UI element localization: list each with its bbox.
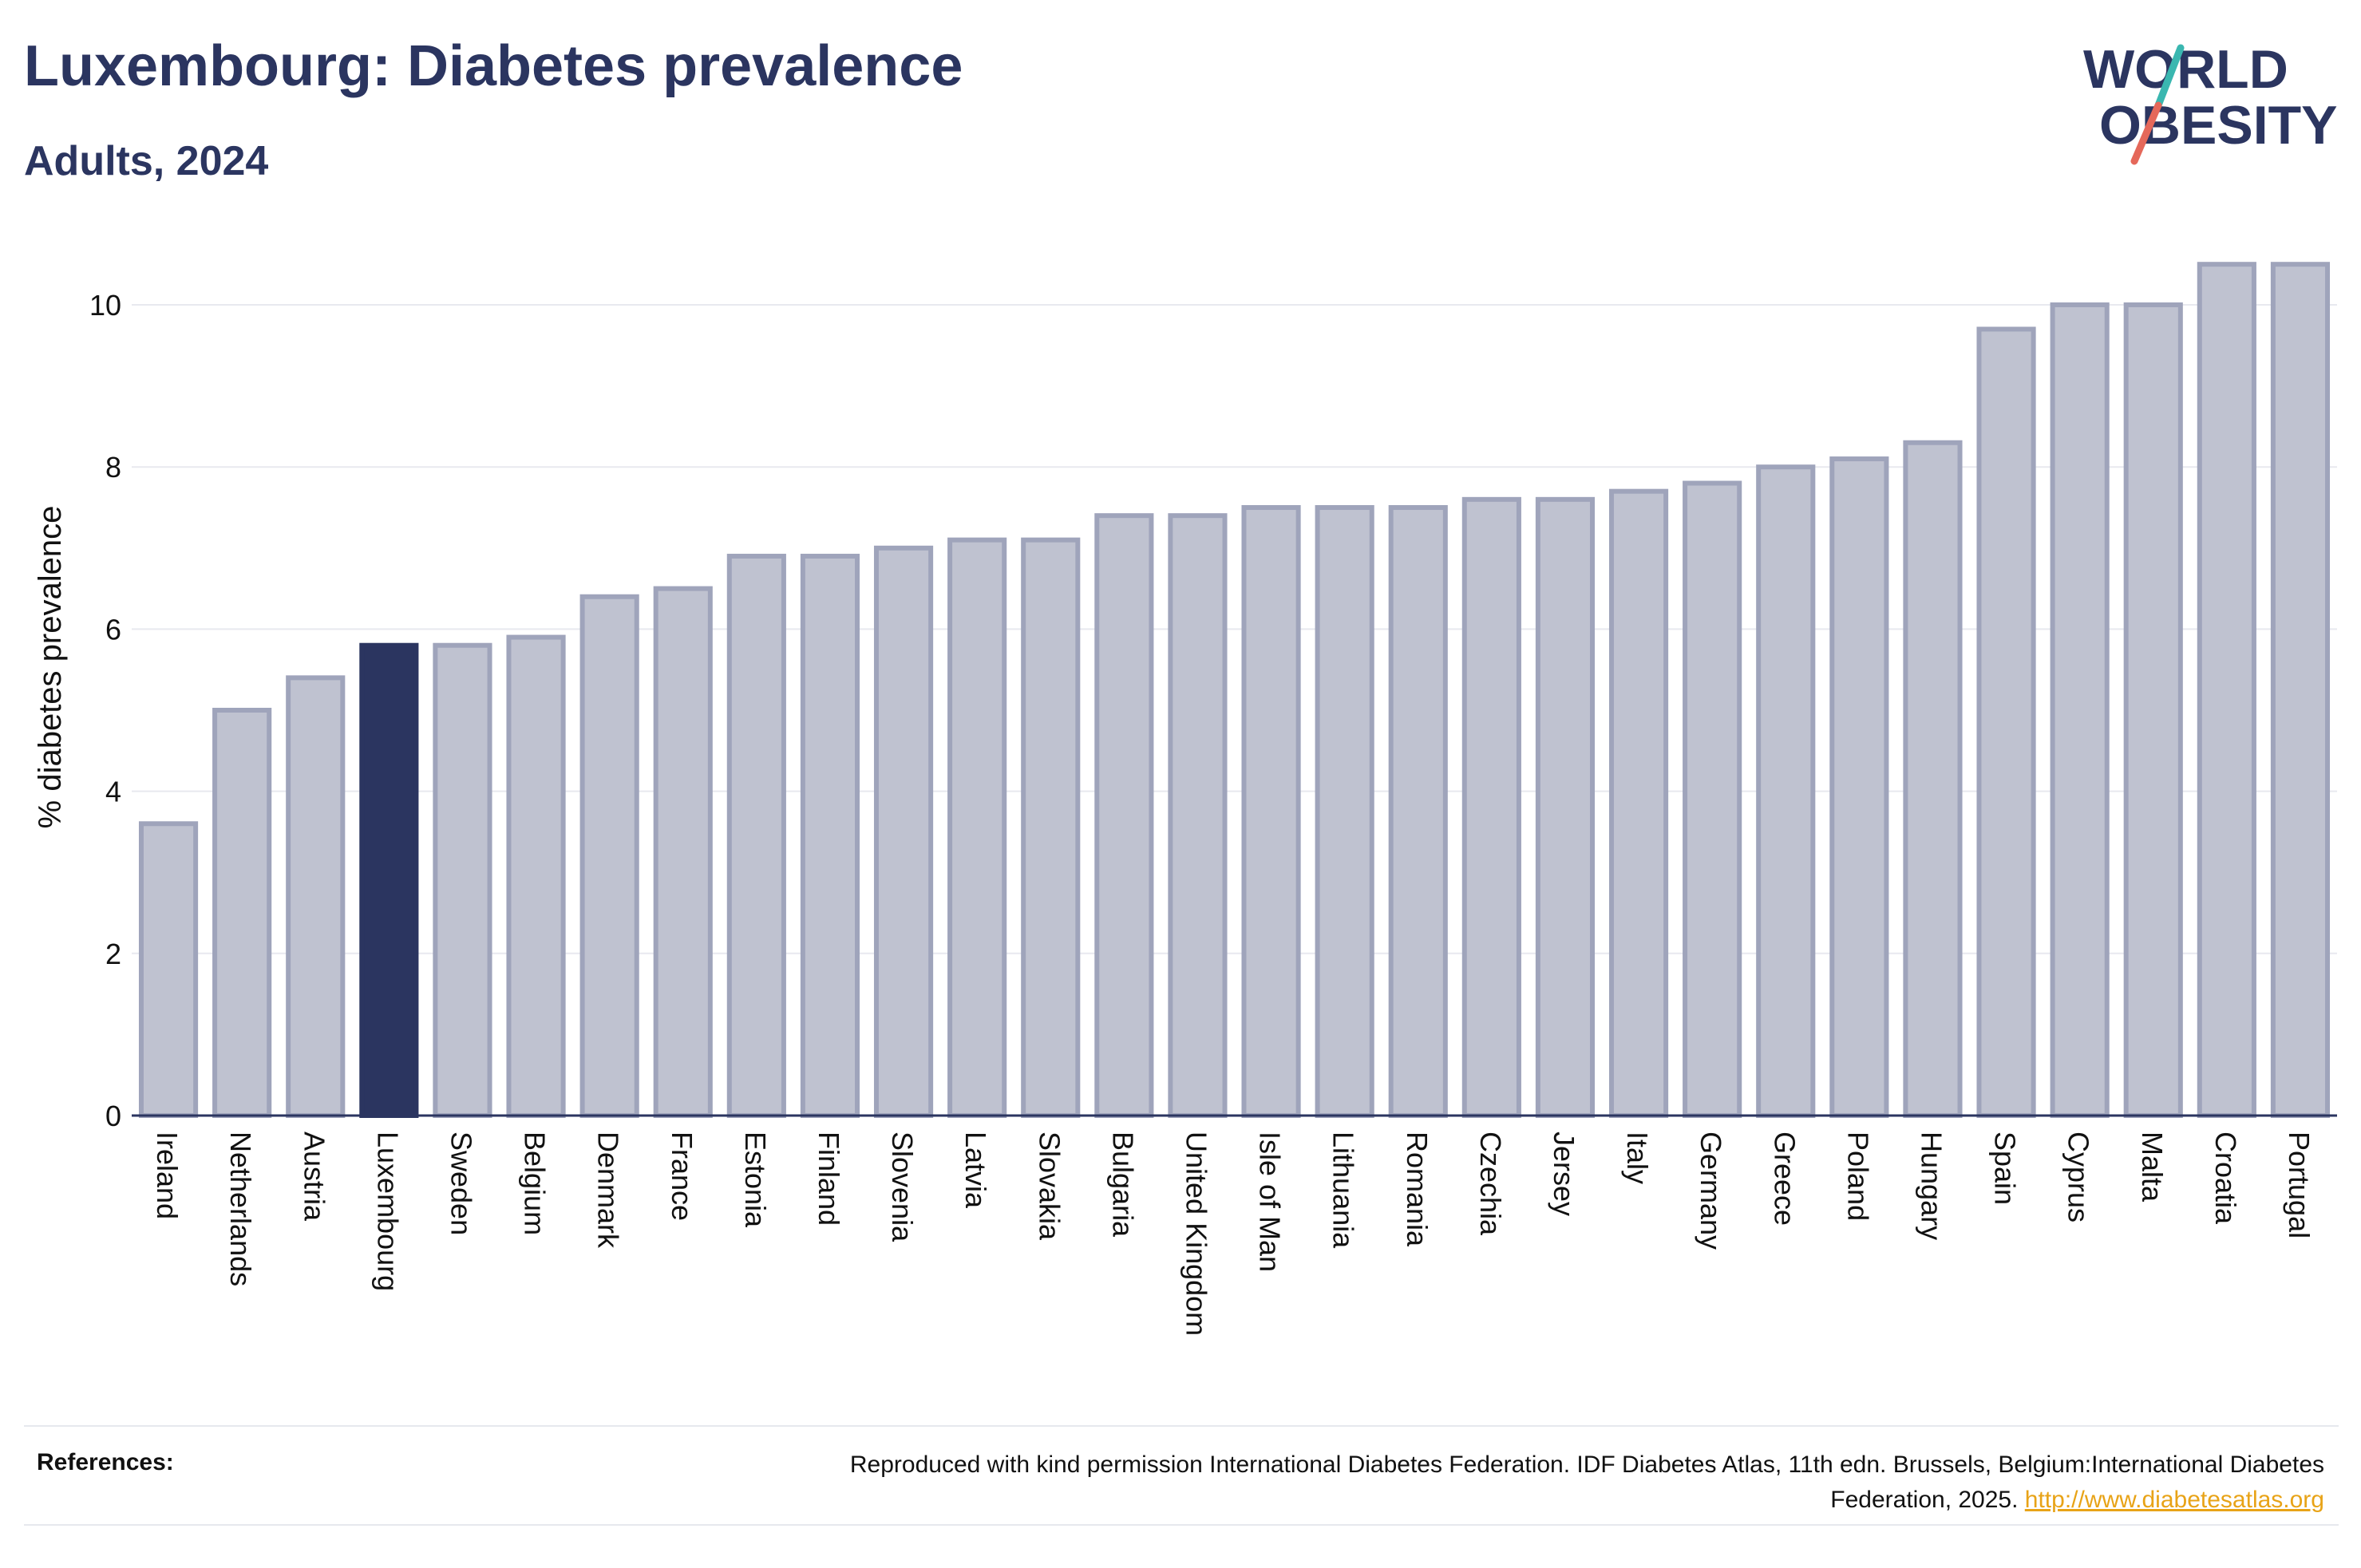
y-tick-label: 4 [105, 776, 121, 808]
x-tick-label: Italy [1621, 1132, 1654, 1184]
x-tick-label: Austria [298, 1132, 330, 1222]
bar-luxembourg [359, 642, 419, 1118]
logo-text-world: WORLD [2083, 39, 2288, 100]
x-tick-label: Romania [1401, 1132, 1434, 1247]
references-text: Reproduced with kind permission Internat… [728, 1448, 2324, 1518]
bar-bulgaria [1094, 513, 1154, 1118]
y-tick-label: 8 [105, 451, 121, 484]
bar-ireland [138, 821, 199, 1118]
x-tick-label: United Kingdom [1180, 1132, 1212, 1336]
x-tick-label: Czechia [1474, 1132, 1507, 1236]
gridlines [132, 304, 2337, 954]
bar-greece [1756, 464, 1816, 1118]
bar-malta [2123, 302, 2183, 1118]
x-tick-label: Cyprus [2062, 1132, 2095, 1222]
bars [138, 262, 2331, 1119]
bar-isle-of-man [1241, 505, 1301, 1118]
x-tick-label: Malta [2136, 1132, 2169, 1203]
bar-germany [1683, 480, 1742, 1118]
bar-slovenia [873, 545, 934, 1118]
y-axis-ticks: 0 2 4 6 8 10 [89, 289, 121, 1132]
x-tick-label: Finland [813, 1132, 845, 1226]
chart-title: Luxembourg: Diabetes prevalence [24, 34, 963, 98]
references-top-divider [24, 1425, 2339, 1427]
x-tick-label: Sweden [445, 1132, 477, 1235]
y-tick-label: 0 [105, 1100, 121, 1132]
y-tick-label: 6 [105, 613, 121, 646]
x-tick-label: Bulgaria [1106, 1132, 1139, 1238]
x-tick-label: Lithuania [1327, 1132, 1360, 1249]
bar-spain [1976, 326, 2036, 1119]
x-tick-label: Slovakia [1033, 1132, 1066, 1241]
y-axis-label: % diabetes prevalence [33, 506, 68, 829]
y-tick-label: 10 [89, 289, 121, 322]
references-bottom-divider [24, 1524, 2339, 1526]
bar-jersey [1535, 496, 1596, 1118]
references-label: References: [37, 1449, 174, 1475]
y-tick-label: 2 [105, 938, 121, 970]
chart-subtitle: Adults, 2024 [24, 138, 269, 184]
logo-slash-teal [2154, 44, 2185, 109]
bar-estonia [726, 553, 786, 1118]
references-link[interactable]: http://www.diabetesatlas.org [2024, 1487, 2324, 1513]
bar-romania [1388, 505, 1448, 1118]
x-tick-label: Croatia [2209, 1132, 2242, 1225]
references-citation: Reproduced with kind permission Internat… [849, 1451, 2324, 1513]
x-tick-label: Denmark [592, 1132, 625, 1249]
x-tick-label: Estonia [739, 1132, 772, 1228]
bar-france [653, 586, 713, 1118]
x-tick-label: Luxembourg [371, 1132, 404, 1291]
bar-netherlands [212, 708, 272, 1118]
logo-slash-red [2130, 101, 2162, 165]
bar-hungary [1903, 440, 1963, 1118]
x-tick-label: Germany [1695, 1132, 1727, 1250]
bar-italy [1608, 488, 1669, 1118]
bar-finland [800, 553, 860, 1118]
bar-denmark [579, 594, 639, 1118]
bar-czechia [1461, 496, 1521, 1118]
x-axis-ticks: Ireland Netherlands Austria Luxembourg Swede… [151, 1132, 2316, 1336]
x-tick-label: France [666, 1132, 698, 1221]
x-tick-label: Belgium [519, 1132, 552, 1235]
bar-lithuania [1315, 505, 1374, 1118]
x-tick-label: Slovenia [886, 1132, 919, 1242]
bar-poland [1829, 456, 1889, 1118]
x-tick-label: Greece [1768, 1132, 1801, 1226]
bar-austria [286, 675, 346, 1118]
x-tick-label: Isle of Man [1254, 1132, 1287, 1272]
bar-latvia [947, 537, 1007, 1118]
bar-cyprus [2050, 302, 2110, 1118]
x-tick-label: Portugal [2283, 1132, 2316, 1238]
bar-chart: 0 2 4 6 8 10 Ireland Netherlands Austria Luxembo… [33, 262, 2337, 1336]
x-tick-label: Hungary [1915, 1132, 1948, 1240]
x-tick-label: Spain [1989, 1132, 2022, 1205]
x-tick-label: Netherlands [224, 1132, 257, 1286]
bar-portugal [2270, 262, 2331, 1119]
bar-united-kingdom [1168, 513, 1228, 1118]
bar-slovakia [1021, 537, 1081, 1118]
x-tick-label: Latvia [959, 1132, 992, 1209]
x-tick-label: Ireland [151, 1132, 184, 1219]
x-tick-label: Poland [1841, 1132, 1874, 1221]
bar-croatia [2197, 262, 2256, 1119]
bar-belgium [506, 634, 566, 1118]
bar-sweden [433, 642, 492, 1118]
world-obesity-logo: WORLD OBESITY [2083, 39, 2338, 165]
x-tick-label: Jersey [1548, 1132, 1580, 1216]
